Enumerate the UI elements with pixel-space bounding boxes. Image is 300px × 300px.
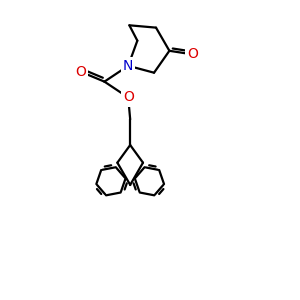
Text: O: O <box>123 91 134 104</box>
Text: O: O <box>188 47 198 61</box>
Text: O: O <box>123 91 134 104</box>
Text: N: N <box>123 59 134 73</box>
Text: N: N <box>123 59 134 73</box>
Text: O: O <box>75 65 86 79</box>
Text: O: O <box>75 65 86 79</box>
